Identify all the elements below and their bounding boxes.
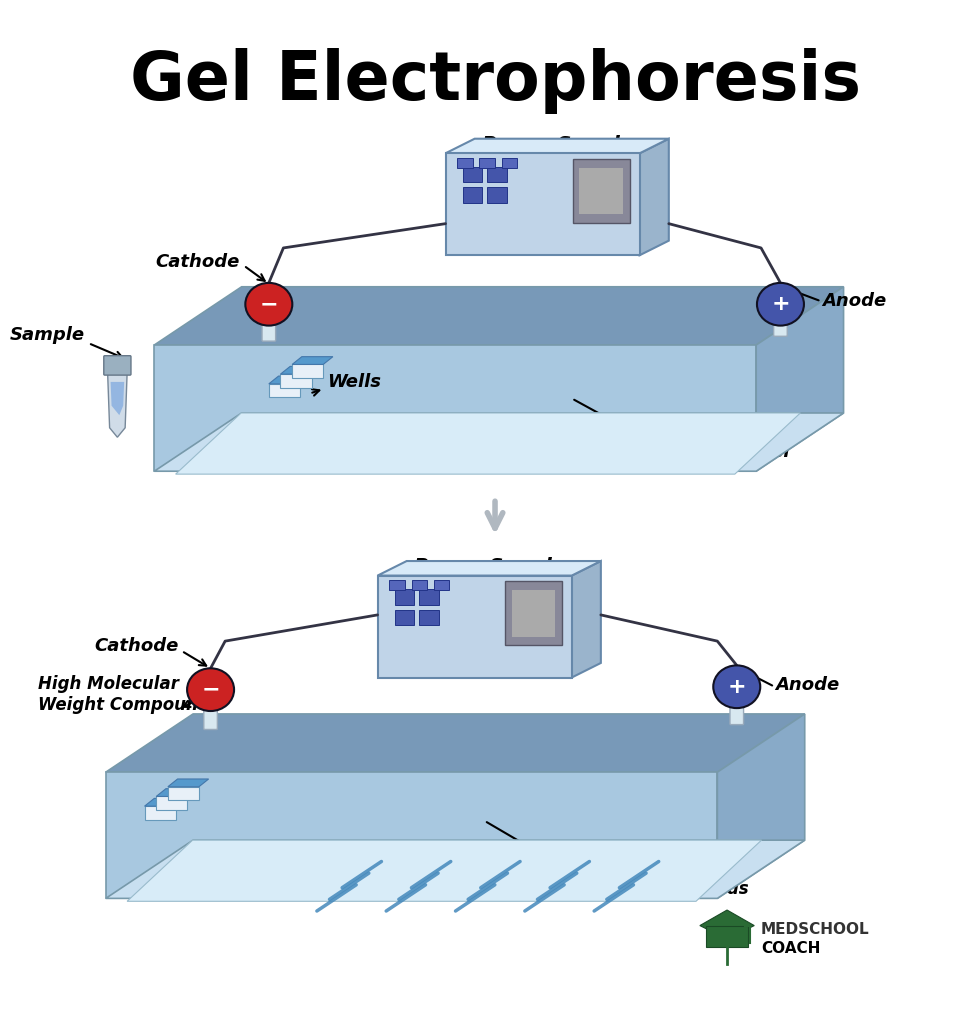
Polygon shape — [445, 138, 668, 154]
FancyBboxPatch shape — [261, 315, 276, 341]
Polygon shape — [167, 779, 209, 786]
Polygon shape — [154, 287, 843, 345]
FancyBboxPatch shape — [479, 158, 495, 168]
Ellipse shape — [712, 666, 759, 709]
Text: +: + — [771, 294, 789, 314]
Polygon shape — [106, 840, 804, 898]
FancyBboxPatch shape — [395, 589, 414, 605]
Text: −: − — [201, 680, 220, 699]
Polygon shape — [700, 910, 753, 939]
Text: Wells: Wells — [327, 373, 381, 391]
Polygon shape — [154, 345, 755, 471]
Polygon shape — [106, 714, 804, 772]
Text: +: + — [727, 677, 746, 696]
Polygon shape — [108, 374, 127, 437]
Polygon shape — [571, 561, 601, 678]
Polygon shape — [755, 287, 843, 471]
FancyBboxPatch shape — [579, 168, 623, 214]
FancyBboxPatch shape — [292, 365, 323, 378]
FancyBboxPatch shape — [167, 786, 199, 801]
FancyBboxPatch shape — [156, 797, 187, 810]
Polygon shape — [377, 561, 601, 575]
Polygon shape — [144, 799, 185, 806]
Text: Anode: Anode — [822, 292, 885, 310]
FancyBboxPatch shape — [204, 703, 217, 729]
FancyBboxPatch shape — [389, 581, 405, 590]
Polygon shape — [281, 367, 321, 374]
FancyBboxPatch shape — [433, 581, 449, 590]
Ellipse shape — [756, 283, 803, 326]
Text: Power Supply: Power Supply — [413, 557, 564, 575]
FancyBboxPatch shape — [572, 159, 629, 223]
Text: High Molecular
Weight Compounds: High Molecular Weight Compounds — [37, 675, 219, 714]
Ellipse shape — [186, 669, 234, 711]
FancyBboxPatch shape — [505, 582, 561, 645]
Text: −: − — [259, 294, 278, 314]
Polygon shape — [156, 788, 197, 797]
Text: Agarose Gel: Agarose Gel — [666, 442, 789, 461]
FancyBboxPatch shape — [281, 374, 311, 388]
FancyBboxPatch shape — [268, 384, 300, 397]
Text: Gel Electrophoresis: Gel Electrophoresis — [130, 48, 860, 114]
FancyBboxPatch shape — [773, 310, 786, 336]
Polygon shape — [111, 382, 124, 415]
FancyBboxPatch shape — [729, 698, 743, 725]
Text: Cathode: Cathode — [94, 637, 179, 655]
Text: COACH: COACH — [760, 941, 820, 956]
FancyBboxPatch shape — [419, 609, 438, 625]
Text: Cathode: Cathode — [155, 254, 239, 271]
Text: MEDSCHOOL: MEDSCHOOL — [760, 922, 869, 937]
Polygon shape — [292, 356, 333, 365]
Text: Sample: Sample — [10, 327, 85, 344]
FancyBboxPatch shape — [144, 806, 176, 820]
Polygon shape — [268, 376, 309, 384]
Polygon shape — [639, 138, 668, 255]
FancyBboxPatch shape — [487, 187, 506, 203]
FancyBboxPatch shape — [462, 187, 481, 203]
FancyBboxPatch shape — [377, 575, 571, 678]
FancyBboxPatch shape — [411, 581, 427, 590]
FancyBboxPatch shape — [456, 158, 472, 168]
FancyBboxPatch shape — [705, 926, 748, 947]
FancyBboxPatch shape — [419, 589, 438, 605]
FancyBboxPatch shape — [395, 609, 414, 625]
Polygon shape — [127, 840, 761, 901]
FancyBboxPatch shape — [487, 167, 506, 182]
Polygon shape — [176, 413, 800, 474]
Text: Low Molecular
Weight Compounds: Low Molecular Weight Compounds — [566, 859, 748, 898]
FancyBboxPatch shape — [104, 355, 131, 375]
FancyBboxPatch shape — [462, 167, 481, 182]
Polygon shape — [717, 714, 804, 898]
FancyBboxPatch shape — [511, 590, 554, 637]
Polygon shape — [106, 772, 717, 898]
FancyBboxPatch shape — [502, 158, 517, 168]
Text: Power Supply: Power Supply — [481, 134, 631, 154]
FancyBboxPatch shape — [445, 154, 639, 255]
Polygon shape — [154, 413, 843, 471]
Ellipse shape — [245, 283, 292, 326]
Text: Anode: Anode — [775, 676, 839, 694]
